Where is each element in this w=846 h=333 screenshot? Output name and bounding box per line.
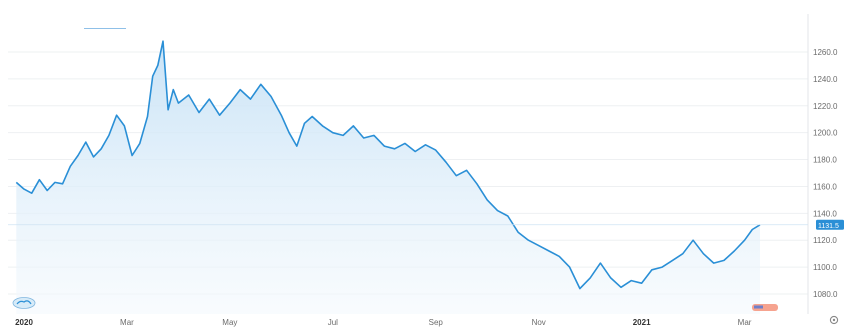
last-price-tag[interactable]: 1131.5	[8, 219, 844, 230]
x-tick-label: 2021	[633, 318, 651, 327]
x-tick-label: Jul	[328, 318, 338, 327]
price-line-layer	[15, 40, 761, 290]
x-tick-label: May	[222, 318, 237, 327]
cloud-logo-icon[interactable]	[12, 297, 36, 309]
y-tick-label: 1080.0	[813, 290, 838, 299]
y-tick-label: 1180.0	[813, 156, 837, 165]
x-tick-label: Sep	[429, 318, 444, 327]
last-price-badge	[816, 219, 844, 230]
last-price-label: 1131.5	[818, 223, 839, 230]
y-tick-label: 1200.0	[813, 129, 838, 138]
y-tick-label: 1160.0	[813, 182, 837, 191]
x-axis: 2020 Mar May Jul Sep Nov 2021 Mar	[15, 318, 752, 327]
header-divider	[84, 28, 126, 29]
y-tick-label: 1220.0	[813, 102, 838, 111]
gear-icon[interactable]	[829, 315, 839, 325]
price-line	[15, 40, 761, 290]
y-tick-label: 1120.0	[813, 236, 837, 245]
y-axis: 1080.0 1100.0 1120.0 1140.0 1160.0 1180.0 1200…	[807, 14, 838, 314]
x-tick-label: Mar	[120, 318, 134, 327]
x-tick-label: 2020	[15, 318, 33, 327]
flag-logo-icon[interactable]	[752, 304, 778, 311]
y-tick-label: 1240.0	[813, 75, 838, 84]
y-tick-label: 1100.0	[813, 263, 837, 272]
y-tick-label: 1260.0	[813, 48, 838, 57]
x-tick-label: Mar	[738, 318, 752, 327]
x-tick-label: Nov	[532, 318, 546, 327]
y-tick-label: 1140.0	[813, 209, 837, 218]
